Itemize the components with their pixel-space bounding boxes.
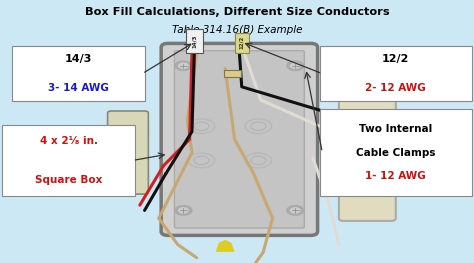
FancyBboxPatch shape xyxy=(320,109,472,196)
Circle shape xyxy=(287,61,304,70)
Text: 12/2: 12/2 xyxy=(382,54,410,64)
Text: Two Internal: Two Internal xyxy=(359,124,432,134)
FancyBboxPatch shape xyxy=(174,51,304,228)
Bar xyxy=(108,125,111,135)
Text: Box Fill Calculations, Different Size Conductors: Box Fill Calculations, Different Size Co… xyxy=(85,7,389,17)
Text: 14/3: 14/3 xyxy=(192,34,197,48)
Circle shape xyxy=(364,148,371,152)
Circle shape xyxy=(291,63,300,68)
Bar xyxy=(372,171,379,177)
Circle shape xyxy=(175,206,192,215)
Circle shape xyxy=(175,61,192,70)
Circle shape xyxy=(363,177,372,182)
FancyBboxPatch shape xyxy=(339,79,396,221)
FancyBboxPatch shape xyxy=(121,125,135,153)
Circle shape xyxy=(361,146,374,154)
Bar xyxy=(339,204,396,211)
Bar xyxy=(108,170,111,180)
Text: Cable Clamps: Cable Clamps xyxy=(356,148,436,158)
Bar xyxy=(356,117,362,123)
Circle shape xyxy=(291,208,300,213)
Bar xyxy=(235,33,249,53)
Bar xyxy=(145,125,148,135)
Text: Square Box: Square Box xyxy=(35,175,102,185)
Text: 2- 12 AWG: 2- 12 AWG xyxy=(365,83,426,93)
FancyBboxPatch shape xyxy=(108,111,148,194)
Circle shape xyxy=(179,208,188,213)
FancyBboxPatch shape xyxy=(2,125,135,196)
Text: 1- 12 AWG: 1- 12 AWG xyxy=(365,171,426,181)
Text: 14/3: 14/3 xyxy=(64,54,92,64)
Text: 3- 14 AWG: 3- 14 AWG xyxy=(48,83,109,93)
Text: Table 314.16(B) Example: Table 314.16(B) Example xyxy=(172,25,302,35)
Bar xyxy=(356,171,362,177)
Bar xyxy=(339,98,396,106)
Bar xyxy=(224,70,241,77)
Circle shape xyxy=(363,122,372,127)
Circle shape xyxy=(287,206,304,215)
Bar xyxy=(186,29,202,53)
FancyBboxPatch shape xyxy=(12,46,145,101)
FancyBboxPatch shape xyxy=(161,43,318,235)
Polygon shape xyxy=(217,241,234,251)
Circle shape xyxy=(179,63,188,68)
Text: 12/2: 12/2 xyxy=(239,36,244,49)
FancyBboxPatch shape xyxy=(320,46,472,101)
Bar xyxy=(372,117,379,123)
Text: 4 x 2¹⁄₈ in.: 4 x 2¹⁄₈ in. xyxy=(40,136,98,146)
Bar xyxy=(145,170,148,180)
